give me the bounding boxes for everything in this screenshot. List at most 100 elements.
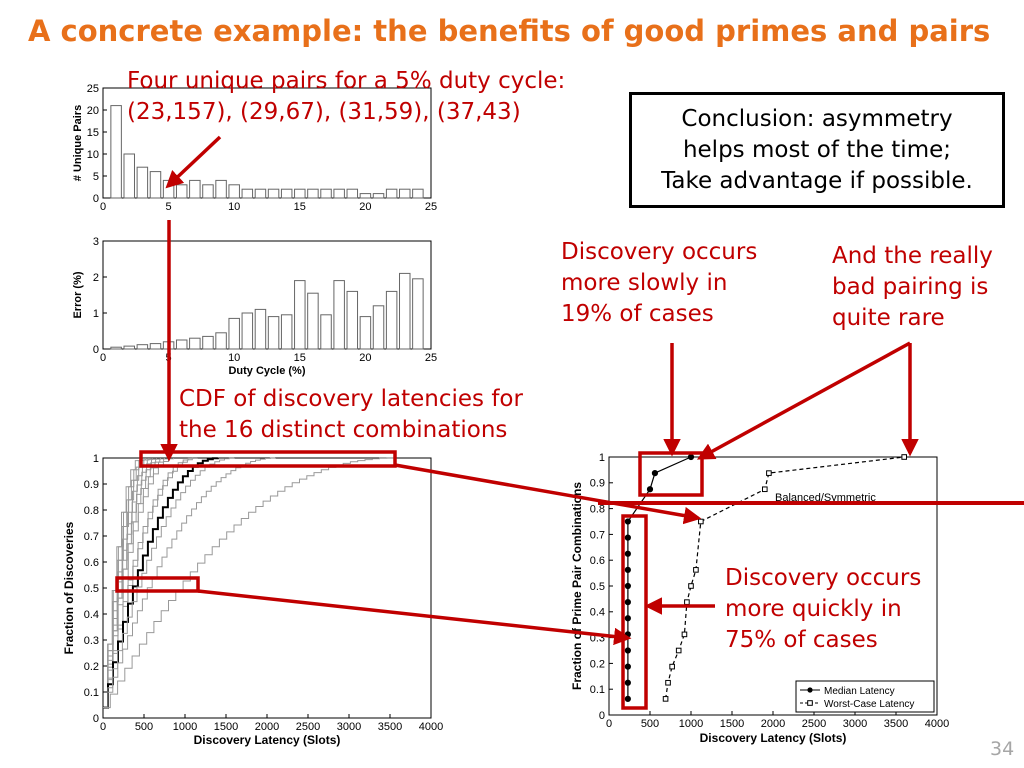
prime-pair-y-tick-label: 0.5 <box>590 581 605 593</box>
unique-pairs-bar <box>346 188 359 199</box>
cdf-annotation: CDF of discovery latencies for the 16 di… <box>179 384 523 446</box>
worst-case-latency-point <box>684 599 690 605</box>
slow-discovery-line-2: more slowly in <box>561 270 728 296</box>
prime-pair-y-tick-label: 0.9 <box>590 478 605 490</box>
worst-case-latency-point <box>688 583 694 589</box>
error-y-axis-label: Error (%) <box>72 271 84 318</box>
cdf-curve <box>103 457 198 709</box>
slow-discovery-annotation: Discovery occurs more slowly in 19% of c… <box>561 237 757 330</box>
cdf-x-tick-label: 1000 <box>173 721 197 733</box>
error-bar <box>175 339 188 350</box>
error-x-tick-label: 15 <box>294 352 306 364</box>
prime-pair-y-tick-label: 0.6 <box>590 555 605 567</box>
worst-case-latency-point <box>662 696 669 702</box>
cdf-y-tick-label: 0.9 <box>84 479 99 491</box>
cdf-curve <box>103 457 276 709</box>
unique-pairs-y-tick-label: 15 <box>87 127 99 139</box>
error-bar <box>399 272 411 350</box>
error-bar <box>149 343 162 350</box>
median-latency-point <box>646 486 654 493</box>
cdf-y-axis-label: Fraction of Discoveries <box>62 521 76 654</box>
median-latency-point <box>687 453 695 461</box>
median-latency-point <box>624 566 631 573</box>
cdf-annotation-line-2: the 16 distinct combinations <box>179 417 508 443</box>
error-bar <box>215 332 227 350</box>
error-y-tick-label: 0 <box>93 344 99 356</box>
worst-case-latency-point <box>901 454 908 460</box>
slide-title: A concrete example: the benefits of good… <box>28 14 991 48</box>
error-y-tick-label: 3 <box>93 236 99 248</box>
error-x-tick-label: 20 <box>359 352 371 364</box>
conclusion-box: Conclusion: asymmetry helps most of the … <box>629 92 1005 208</box>
cdf-top-highlight-box <box>139 450 397 468</box>
cdf-y-tick-label: 1 <box>93 453 99 465</box>
unique-pairs-bar <box>412 188 424 199</box>
cdf-x-tick-label: 0 <box>100 721 106 733</box>
bad-pairing-line-3: quite rare <box>832 305 945 331</box>
bad-pairing-arrow-to-box <box>696 341 911 460</box>
legend-median-label: Median Latency <box>824 686 895 697</box>
unique-pairs-x-tick-label: 25 <box>425 201 437 213</box>
prime-pair-y-tick-label: 0.7 <box>590 529 605 541</box>
error-bar <box>372 305 385 350</box>
quick-discovery-line-1: Discovery occurs <box>725 565 922 591</box>
median-latency-point <box>624 615 631 622</box>
unique-pairs-bar <box>294 188 306 199</box>
error-bar <box>254 308 267 350</box>
error-bar <box>280 314 293 350</box>
error-bar <box>385 290 398 350</box>
prime-pair-y-tick-label: 1 <box>599 452 605 464</box>
prime-pair-y-tick-label: 0.1 <box>590 684 605 696</box>
median-latency-point <box>624 582 631 590</box>
conclusion-line-2: helps most of the time; <box>682 136 952 163</box>
cdf-x-axis-label: Discovery Latency (Slots) <box>194 733 341 747</box>
legend-worst-label: Worst-Case Latency <box>824 699 914 710</box>
unique-pairs-bar <box>280 188 293 199</box>
error-x-tick-label: 10 <box>228 352 240 364</box>
error-y-tick-label: 2 <box>93 272 99 284</box>
prime-pair-y-axis-label: Fraction of Prime Pair Combinations <box>570 482 584 690</box>
cdf-y-tick-label: 0.7 <box>84 531 99 543</box>
cdf-x-tick-label: 1500 <box>214 721 238 733</box>
legend-worst-marker <box>807 700 813 706</box>
error-bar <box>228 317 240 350</box>
unique-pairs-annotation: Four unique pairs for a 5% duty cycle: (… <box>127 66 565 128</box>
cdf-middle-highlight-box <box>115 576 200 593</box>
median-latency-point <box>624 663 631 670</box>
cdf-y-tick-label: 0.6 <box>84 557 99 569</box>
prime-pair-x-tick-label: 500 <box>641 718 659 730</box>
unique-pairs-bar <box>254 188 267 199</box>
median-latency-point <box>624 679 631 686</box>
cdf-x-tick-label: 500 <box>135 721 153 733</box>
median-latency-point <box>624 647 631 654</box>
median-latency-point <box>624 695 631 702</box>
cdf-curve <box>103 457 194 709</box>
bad-pairing-annotation: And the really bad pairing is quite rare <box>832 241 993 334</box>
cdf-annotation-line-1: CDF of discovery latencies for <box>179 386 523 412</box>
prime-pair-x-tick-label: 3000 <box>843 718 867 730</box>
worst-case-latency-point <box>762 486 768 493</box>
prime-pair-x-axis-label: Discovery Latency (Slots) <box>700 731 847 745</box>
unique-pairs-y-tick-label: 20 <box>87 105 99 117</box>
unique-pairs-bar <box>333 188 345 199</box>
unique-pairs-bar <box>241 188 254 199</box>
prime-pair-x-tick-label: 2000 <box>761 718 785 730</box>
error-bar <box>110 346 122 350</box>
unique-pairs-bar <box>359 193 372 199</box>
unique-pairs-y-tick-label: 0 <box>93 193 99 205</box>
median-latency-point <box>624 518 631 525</box>
unique-pairs-bar <box>320 188 332 199</box>
unique-pairs-y-tick-label: 5 <box>93 171 99 183</box>
median-latency-point <box>624 550 631 557</box>
unique-pairs-bar <box>136 166 149 199</box>
worst-case-latency-point <box>693 567 699 573</box>
error-bar <box>294 280 306 350</box>
unique-pairs-annotation-line-1: Four unique pairs for a 5% duty cycle: <box>127 68 566 94</box>
unique-pairs-x-tick-label: 5 <box>166 201 172 213</box>
unique-pairs-bar <box>215 179 227 199</box>
error-bar <box>359 316 372 350</box>
error-bar <box>123 345 135 350</box>
error-bar <box>136 344 149 350</box>
prime-pair-x-tick-label: 1000 <box>679 718 703 730</box>
